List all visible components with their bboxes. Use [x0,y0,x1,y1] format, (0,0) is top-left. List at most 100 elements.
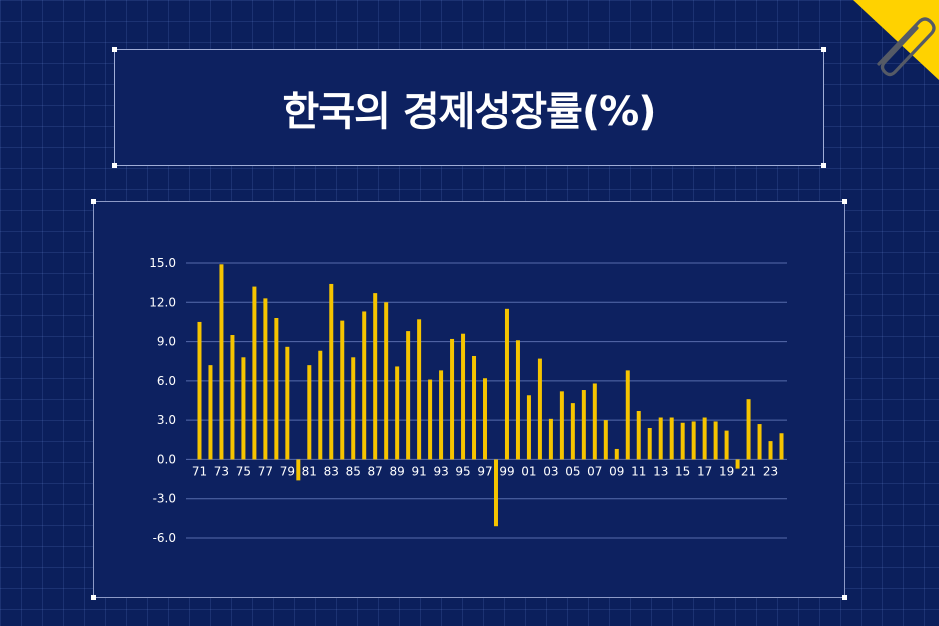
chart-corner-bottom-right [842,595,847,600]
bar-07 [592,383,597,460]
x-tick-label: 01 [521,464,536,478]
x-tick-label: 05 [565,464,580,478]
x-tick-label: 15 [675,464,690,478]
x-tick-label: 77 [258,464,273,478]
x-tick-label: 13 [653,464,668,478]
bar-98 [493,459,498,527]
chart-corner-top-right [842,199,847,204]
bar-18 [713,421,718,460]
bar-99 [504,308,509,460]
bar-75 [241,357,246,460]
bar-01 [526,395,531,460]
x-tick-label: 87 [368,464,383,478]
bar-71 [197,321,202,460]
bar-90 [406,331,411,460]
title-corner-bottom-left [112,163,117,168]
bar-82 [318,350,323,460]
bar-87 [373,293,378,460]
bar-72 [208,365,213,460]
x-tick-label: 91 [411,464,426,478]
bar-94 [450,338,455,460]
y-tick-label: 9.0 [157,335,176,349]
bar-81 [307,365,312,460]
x-tick-label: 11 [631,464,646,478]
bar-chart: 15.0 12.0 9.0 6.0 3.0 0.0 -3.0 -6.0 71 73 75 77 79 81… [149,256,787,545]
chart-corner-top-left [91,199,96,204]
x-tick-label: 17 [697,464,712,478]
bar-03 [548,418,553,460]
x-tick-label: 83 [324,464,339,478]
chart-panel: 15.0 12.0 9.0 6.0 3.0 0.0 -3.0 -6.0 71 73 75 77 79 81… [93,201,845,598]
bar-88 [384,302,389,460]
y-tick-label: -3.0 [153,492,176,506]
title-corner-top-left [112,47,117,52]
bar-19 [724,430,729,460]
bar-73 [219,264,224,460]
x-tick-label: 81 [302,464,317,478]
bar-13 [658,417,663,460]
bar-95 [461,333,466,460]
bar-91 [417,319,422,460]
bar-08 [603,420,608,460]
bar-89 [395,366,400,460]
bar-12 [647,428,652,460]
x-tick-label: 93 [433,464,448,478]
bar-04 [559,391,564,460]
bar-00 [515,340,520,460]
x-tick-label: 19 [719,464,734,478]
title-corner-bottom-right [821,163,826,168]
x-tick-label: 23 [763,464,778,478]
x-tick-label: 09 [609,464,624,478]
bar-16 [691,421,696,460]
bar-96 [472,355,477,460]
bar-76 [252,286,257,460]
bar-85 [351,357,356,460]
paperclip-icon [853,0,939,80]
title-corner-top-right [821,47,826,52]
x-tick-label: 79 [280,464,295,478]
bar-80 [296,459,301,481]
y-tick-label: 15.0 [149,256,176,270]
bar-06 [581,390,586,460]
x-tick-label: 89 [390,464,405,478]
x-tick-label: 07 [587,464,602,478]
bar-17 [702,417,707,460]
bar-09 [614,448,619,460]
bar-74 [230,335,235,460]
bar-93 [439,370,444,460]
bar-78 [274,318,279,460]
bar-97 [483,378,488,460]
bar-22 [757,424,762,460]
bar-84 [340,320,345,460]
x-tick-label: 95 [455,464,470,478]
x-tick-label: 99 [499,464,514,478]
x-tick-label: 71 [192,464,207,478]
bar-14 [669,417,674,460]
y-tick-label: 6.0 [157,374,176,388]
x-tick-label: 21 [741,464,756,478]
bar-24 [779,433,784,460]
y-tick-label: 0.0 [157,452,176,466]
x-tick-label: 03 [543,464,558,478]
bar-20 [735,459,740,469]
bar-05 [570,403,575,460]
x-tick-label: 97 [477,464,492,478]
bar-86 [362,311,367,460]
x-tick-label: 73 [214,464,229,478]
bar-15 [680,422,685,460]
y-tick-label: 12.0 [149,295,176,309]
bar-92 [428,379,433,460]
bar-83 [329,283,334,460]
bar-02 [537,358,542,460]
x-tick-label: 85 [346,464,361,478]
bar-10 [625,370,630,460]
bar-21 [746,399,751,460]
bar-77 [263,298,268,460]
bar-79 [285,346,290,460]
bar-11 [636,410,641,460]
x-tick-label: 75 [236,464,251,478]
bar-23 [768,441,773,460]
y-tick-label: 3.0 [157,413,176,427]
title-panel: 한국의 경제성장률(%) [114,49,824,166]
